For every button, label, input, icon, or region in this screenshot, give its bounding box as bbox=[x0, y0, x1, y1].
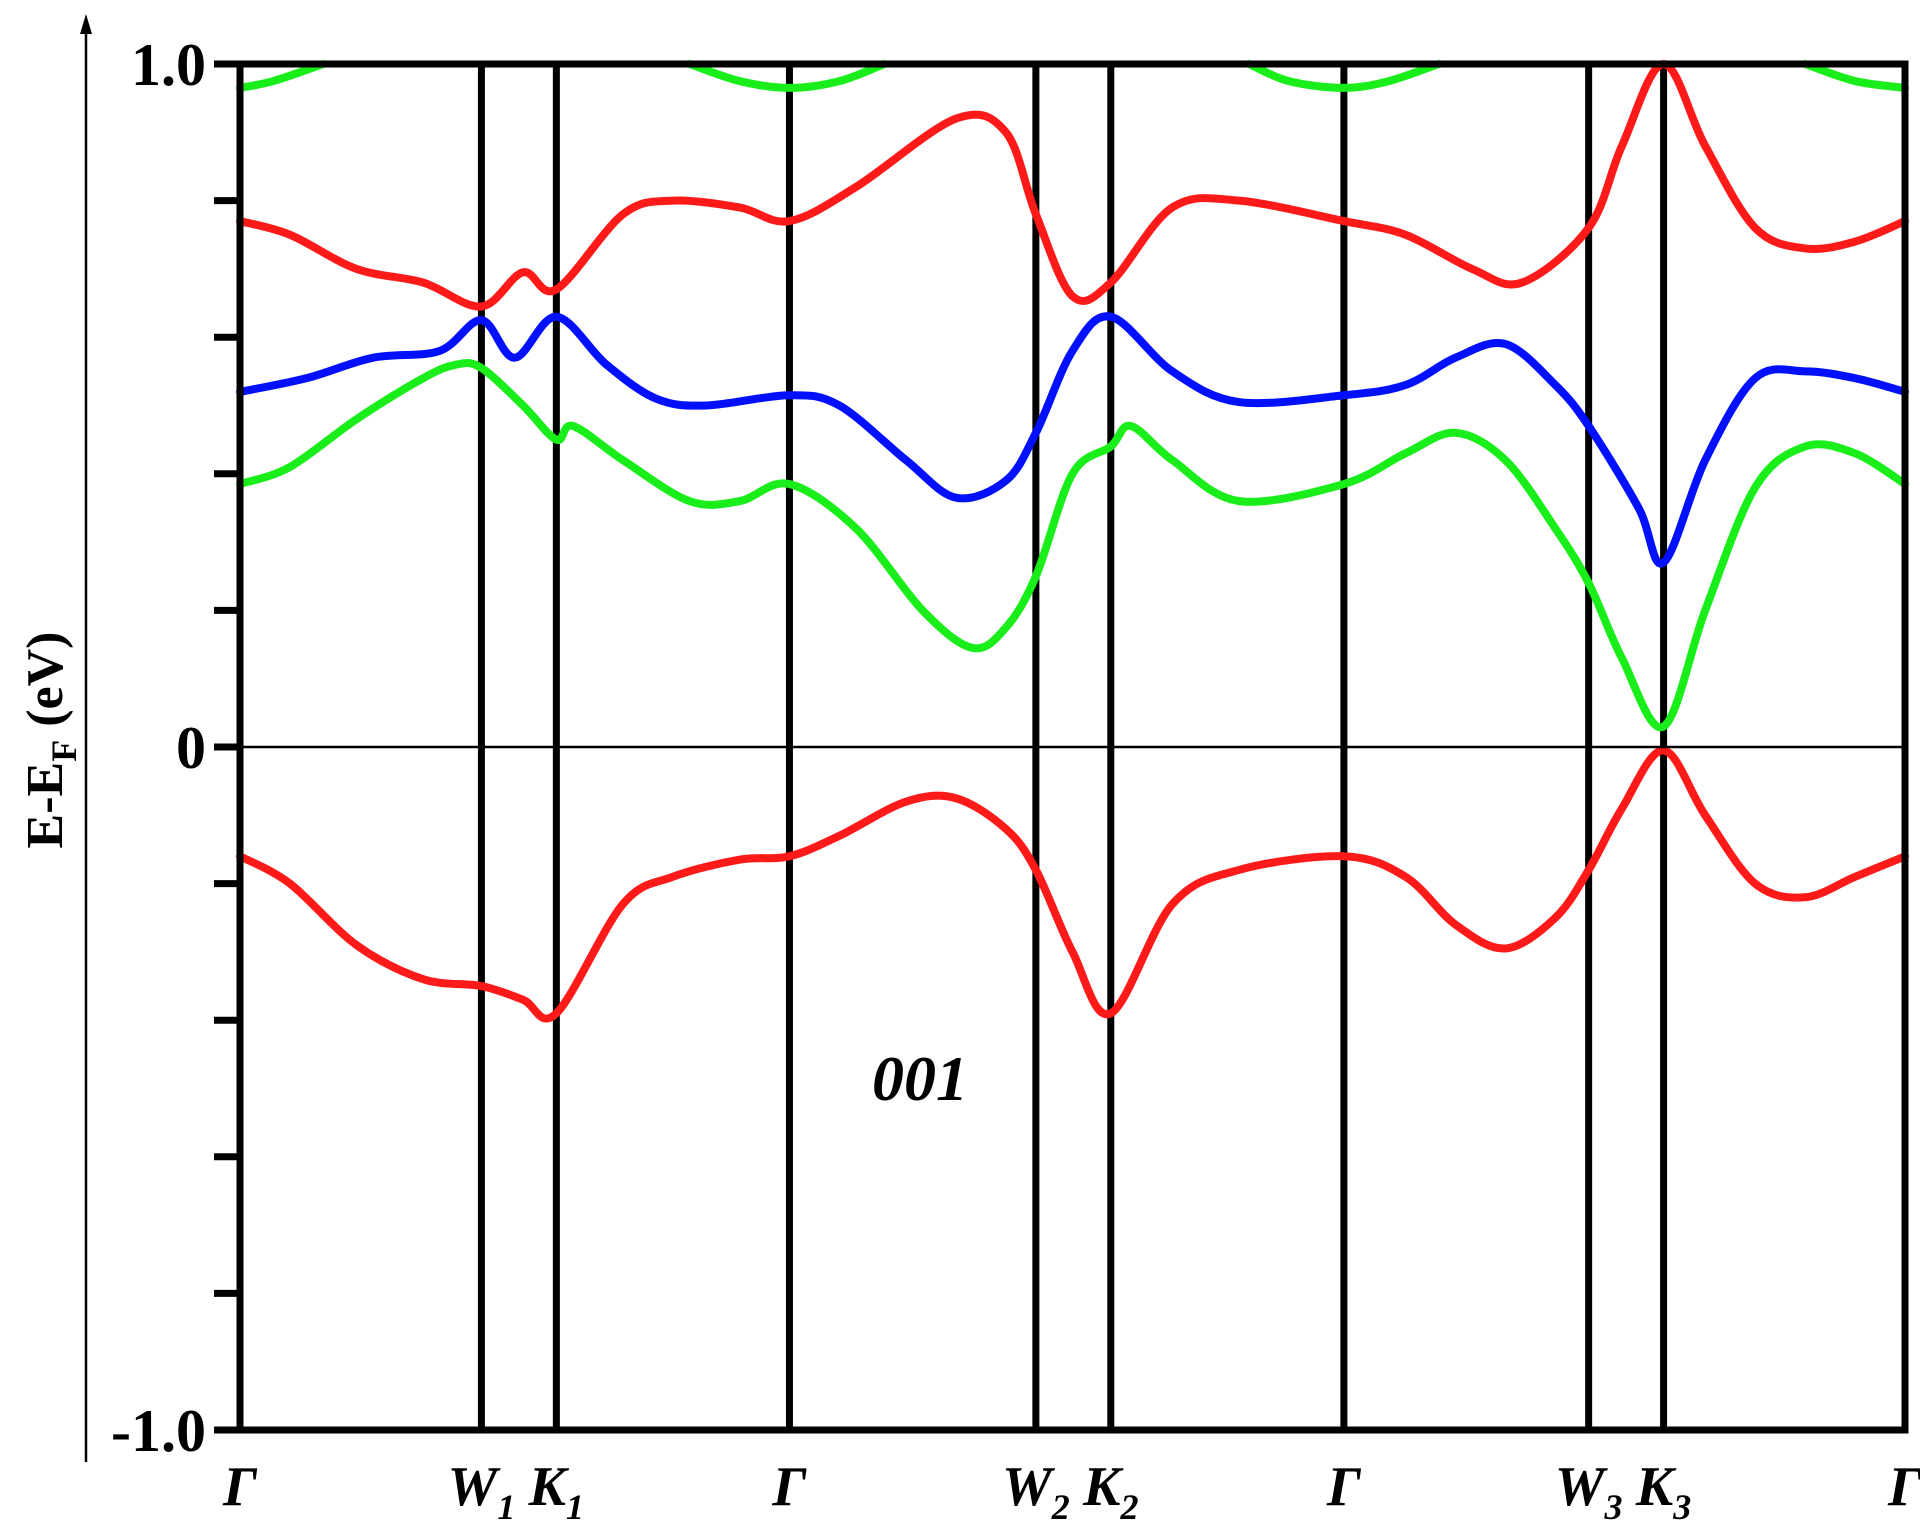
y-axis-title-sub: F bbox=[44, 740, 84, 762]
y-axis-arrowhead bbox=[80, 14, 92, 34]
band-line-6 bbox=[1244, 60, 1443, 92]
plot-frame bbox=[236, 60, 1909, 1434]
y-tick-label-10: -1.0 bbox=[111, 1398, 206, 1464]
kpoint-label-0: Γ bbox=[222, 1456, 258, 1518]
y-axis-title-units: (eV) bbox=[17, 632, 74, 740]
kpoint-label-8: K3 bbox=[1635, 1456, 1691, 1527]
band-line-2 bbox=[236, 312, 1909, 568]
band-lines bbox=[236, 60, 1909, 1023]
band-line-4 bbox=[236, 60, 328, 92]
y-axis-ticks: 1.0 0 -1.0 bbox=[111, 32, 240, 1464]
kpoint-label-1: W1 bbox=[448, 1456, 516, 1527]
band-line-3 bbox=[236, 359, 1909, 732]
band-line-5 bbox=[685, 60, 889, 92]
y-tick-label-5: 0 bbox=[176, 715, 206, 781]
y-tick-label-0: 1.0 bbox=[131, 32, 206, 98]
orientation-annotation: 001 bbox=[872, 1043, 968, 1114]
band-line-7 bbox=[1801, 60, 1909, 92]
kpoint-label-3: Γ bbox=[772, 1456, 808, 1518]
band-line-1 bbox=[236, 60, 1909, 311]
kpoint-label-2: K1 bbox=[528, 1456, 584, 1527]
kpoint-label-6: Γ bbox=[1326, 1456, 1362, 1518]
kpoint-label-4: W2 bbox=[1002, 1456, 1070, 1527]
kpoint-labels: Γ W1 K1 Γ W2 K2 Γ W3 K3 Γ bbox=[222, 1456, 1920, 1527]
band-line-0 bbox=[236, 746, 1909, 1023]
y-axis-title-main: E-E bbox=[17, 762, 74, 849]
kpoint-label-7: W3 bbox=[1555, 1456, 1623, 1527]
kpoint-label-9: Γ bbox=[1887, 1456, 1920, 1518]
y-axis-title: E-EF (eV) bbox=[17, 632, 84, 849]
kpoint-label-5: K2 bbox=[1082, 1456, 1138, 1527]
